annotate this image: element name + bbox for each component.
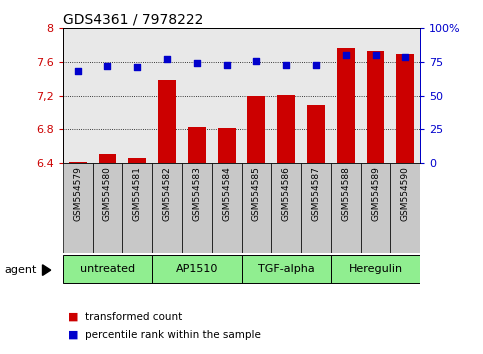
FancyBboxPatch shape [331, 163, 361, 253]
Point [193, 61, 201, 66]
Text: GDS4361 / 7978222: GDS4361 / 7978222 [63, 12, 203, 27]
Point [372, 52, 380, 58]
Point [133, 64, 141, 70]
FancyBboxPatch shape [361, 163, 390, 253]
Point [401, 54, 409, 59]
Text: GSM554581: GSM554581 [133, 166, 142, 221]
Bar [69, 162, 86, 163]
FancyBboxPatch shape [93, 163, 122, 253]
FancyBboxPatch shape [63, 163, 93, 253]
FancyBboxPatch shape [212, 163, 242, 253]
Bar [337, 48, 355, 163]
Point [163, 56, 171, 62]
FancyBboxPatch shape [242, 163, 271, 253]
FancyBboxPatch shape [331, 255, 420, 283]
Text: GSM554585: GSM554585 [252, 166, 261, 221]
Text: transformed count: transformed count [85, 312, 182, 322]
Text: ■: ■ [68, 312, 78, 322]
Text: GSM554580: GSM554580 [103, 166, 112, 221]
Point [74, 69, 82, 74]
Bar [367, 51, 384, 163]
Text: AP1510: AP1510 [176, 264, 218, 274]
Text: TGF-alpha: TGF-alpha [258, 264, 314, 274]
Point [312, 62, 320, 68]
FancyBboxPatch shape [242, 255, 331, 283]
Text: Heregulin: Heregulin [348, 264, 403, 274]
FancyBboxPatch shape [152, 255, 242, 283]
Bar [218, 129, 236, 163]
Text: GSM554588: GSM554588 [341, 166, 350, 221]
Bar [128, 158, 146, 163]
Point [223, 62, 230, 68]
Polygon shape [43, 265, 51, 275]
Text: untreated: untreated [80, 264, 135, 274]
Point [253, 58, 260, 63]
Bar [99, 154, 116, 163]
Bar [397, 53, 414, 163]
FancyBboxPatch shape [152, 163, 182, 253]
FancyBboxPatch shape [122, 163, 152, 253]
FancyBboxPatch shape [63, 255, 152, 283]
Point [104, 63, 112, 69]
FancyBboxPatch shape [182, 163, 212, 253]
Bar [247, 96, 265, 163]
Text: GSM554590: GSM554590 [401, 166, 410, 221]
Bar [307, 105, 325, 163]
Text: GSM554582: GSM554582 [163, 166, 171, 221]
Point [342, 52, 350, 58]
Text: GSM554579: GSM554579 [73, 166, 82, 221]
Text: agent: agent [5, 265, 37, 275]
Text: GSM554584: GSM554584 [222, 166, 231, 221]
Text: GSM554589: GSM554589 [371, 166, 380, 221]
Text: GSM554583: GSM554583 [192, 166, 201, 221]
FancyBboxPatch shape [271, 163, 301, 253]
Bar [277, 95, 295, 163]
Text: percentile rank within the sample: percentile rank within the sample [85, 330, 260, 339]
Point [282, 62, 290, 68]
Text: ■: ■ [68, 330, 78, 339]
FancyBboxPatch shape [390, 163, 420, 253]
FancyBboxPatch shape [301, 163, 331, 253]
Bar [188, 127, 206, 163]
Text: GSM554587: GSM554587 [312, 166, 320, 221]
Bar [158, 80, 176, 163]
Text: GSM554586: GSM554586 [282, 166, 291, 221]
